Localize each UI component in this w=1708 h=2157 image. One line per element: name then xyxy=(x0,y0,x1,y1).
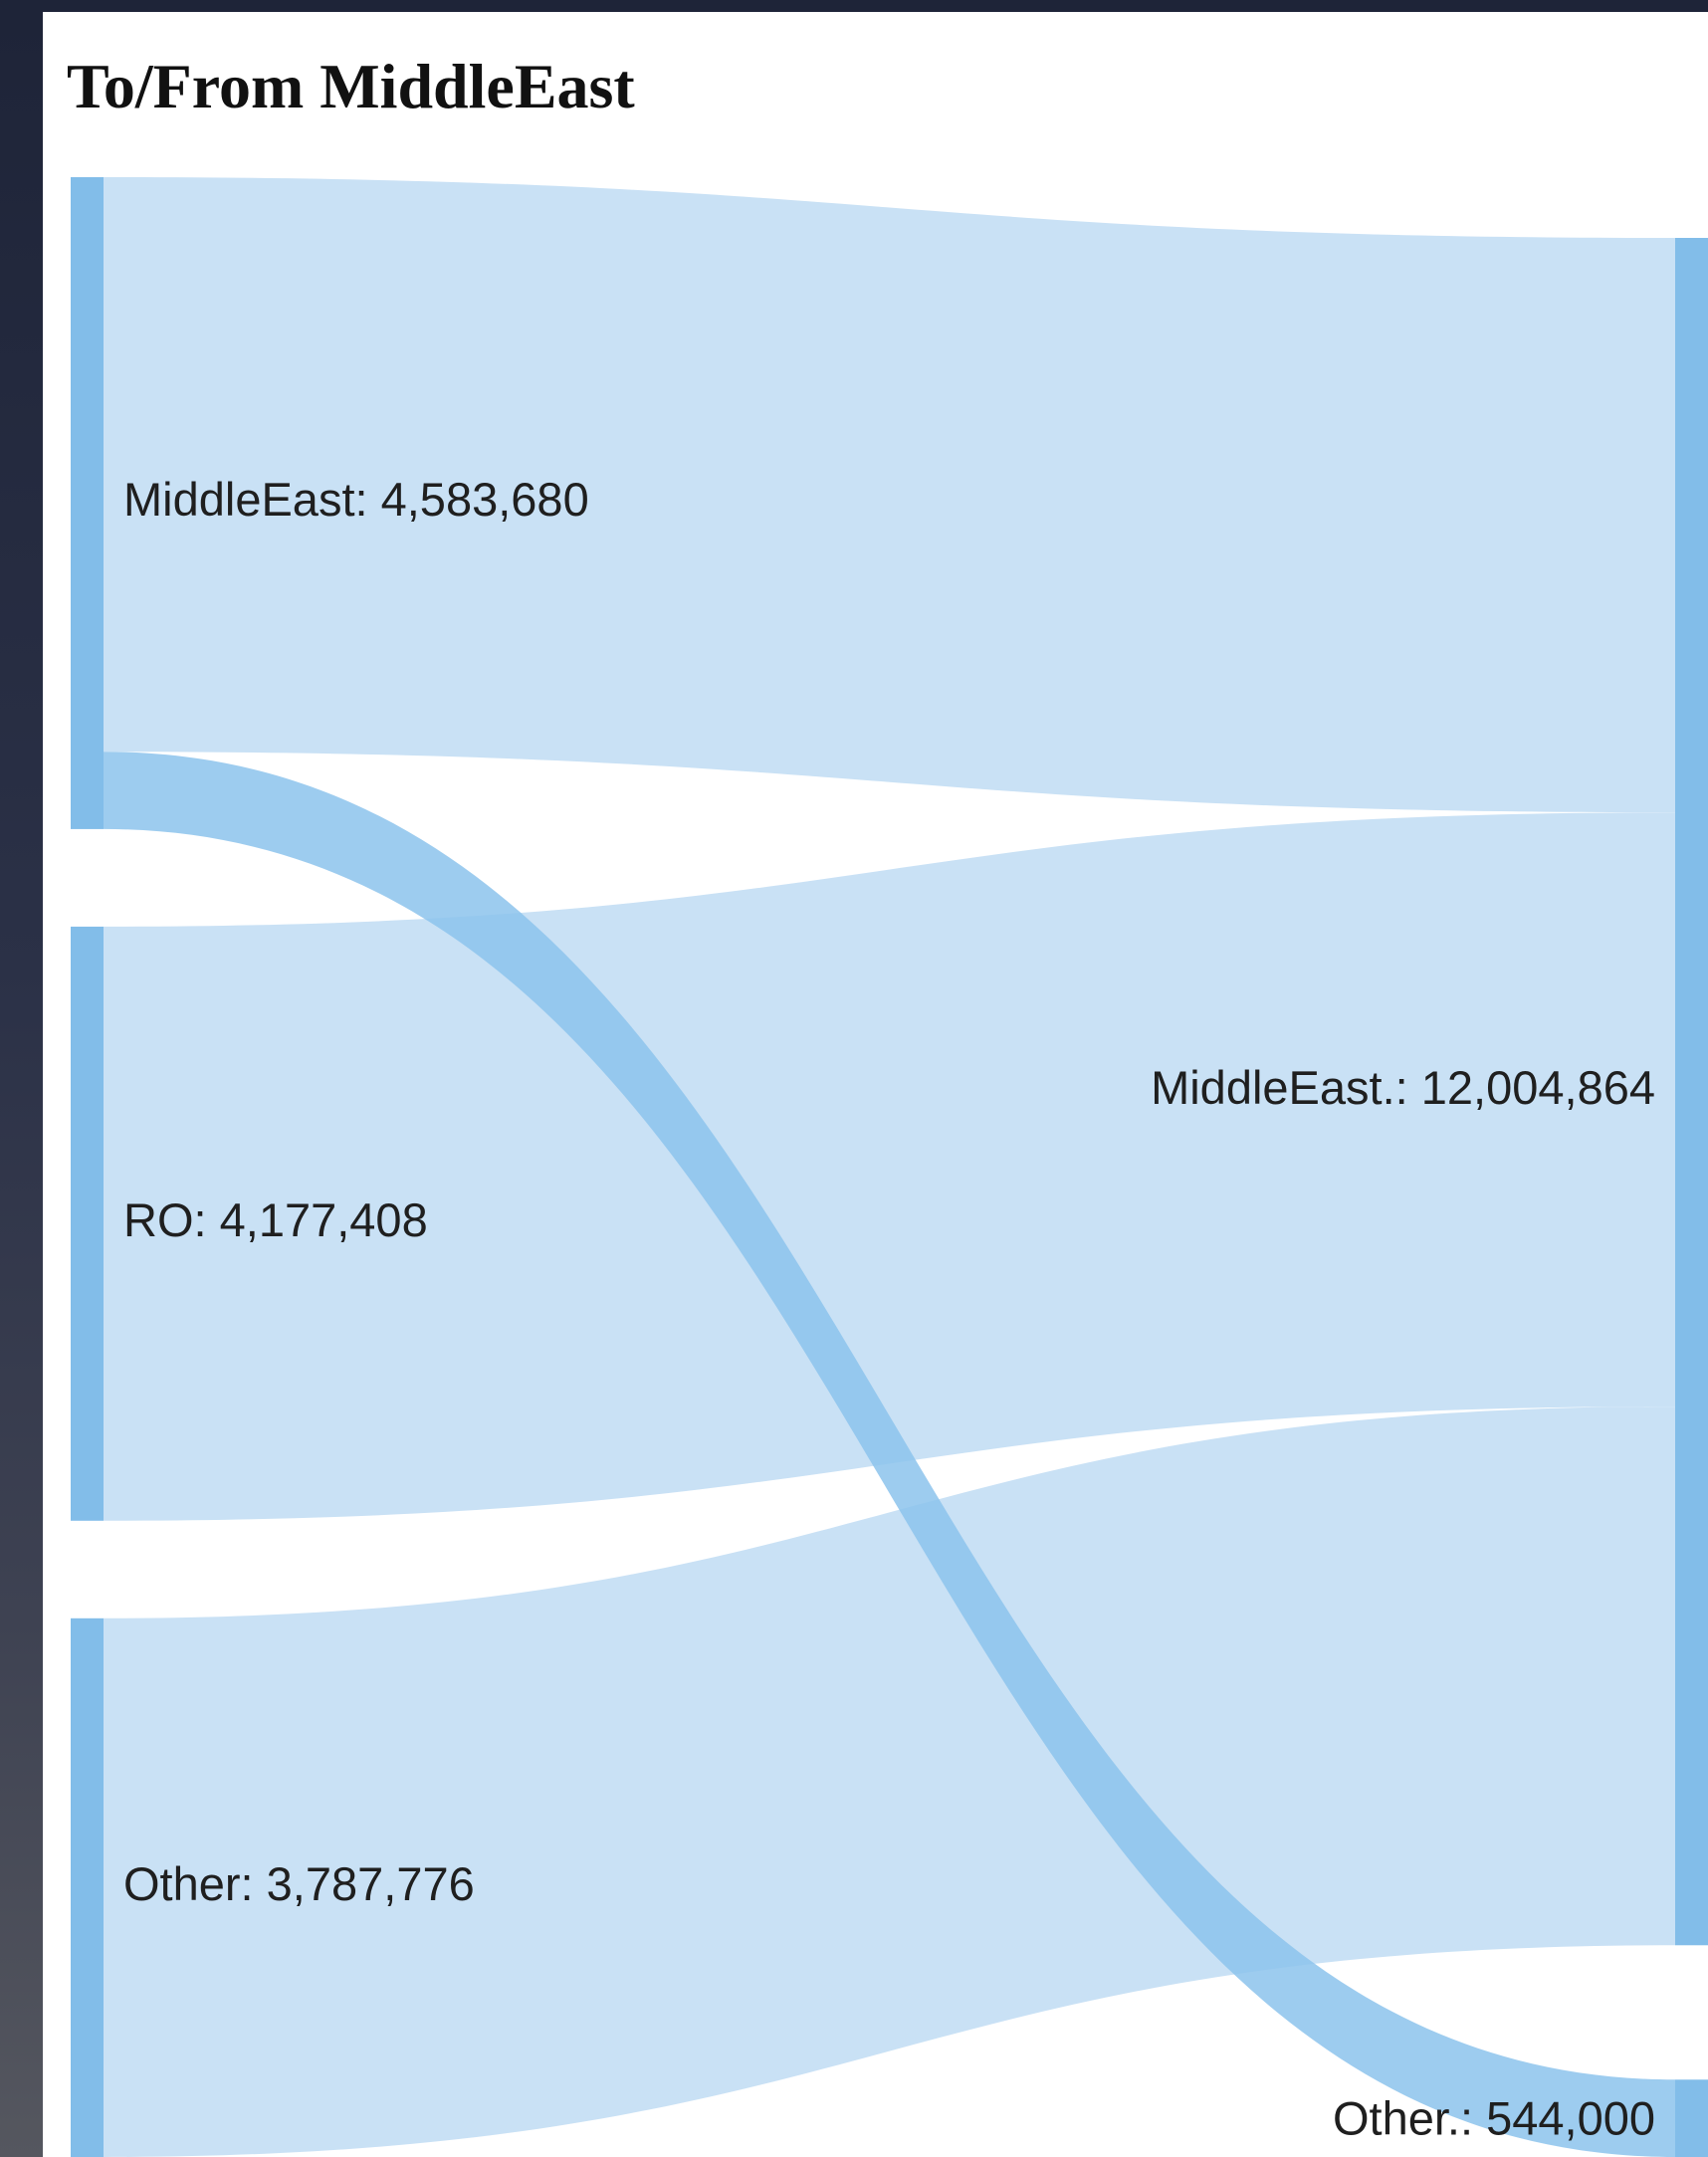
node-src-ro[interactable] xyxy=(71,926,104,1521)
link-other-to-middleeast[interactable] xyxy=(104,1406,1675,2157)
node-label-tgt-middleeast: MiddleEast.: 12,004,864 xyxy=(1151,1061,1655,1114)
node-label-tgt-other: Other.: 544,000 xyxy=(1333,2092,1655,2145)
node-tgt-other[interactable] xyxy=(1675,2079,1708,2157)
sankey-nodes xyxy=(71,177,1708,2157)
sankey-labels: MiddleEast: 4,583,680 RO: 4,177,408 Other:… xyxy=(123,473,1655,2145)
sankey-links xyxy=(104,177,1675,2157)
node-label-src-other: Other: 3,787,776 xyxy=(123,1857,475,1910)
node-label-src-middleeast: MiddleEast: 4,583,680 xyxy=(123,473,589,526)
chart-panel: To/From MiddleEast MiddleEast: 4,583,680… xyxy=(43,12,1708,2157)
chart-title: To/From MiddleEast xyxy=(67,51,635,121)
link-middleeast-to-middleeast[interactable] xyxy=(104,177,1675,813)
node-src-middleeast[interactable] xyxy=(71,177,104,829)
link-middleeast-to-other[interactable] xyxy=(104,752,1675,2157)
sankey-diagram: MiddleEast: 4,583,680 RO: 4,177,408 Other:… xyxy=(71,177,1708,2157)
node-label-src-ro: RO: 4,177,408 xyxy=(123,1193,428,1246)
node-src-other[interactable] xyxy=(71,1618,104,2157)
node-tgt-middleeast[interactable] xyxy=(1675,238,1708,1946)
link-ro-to-middleeast[interactable] xyxy=(104,812,1675,1521)
